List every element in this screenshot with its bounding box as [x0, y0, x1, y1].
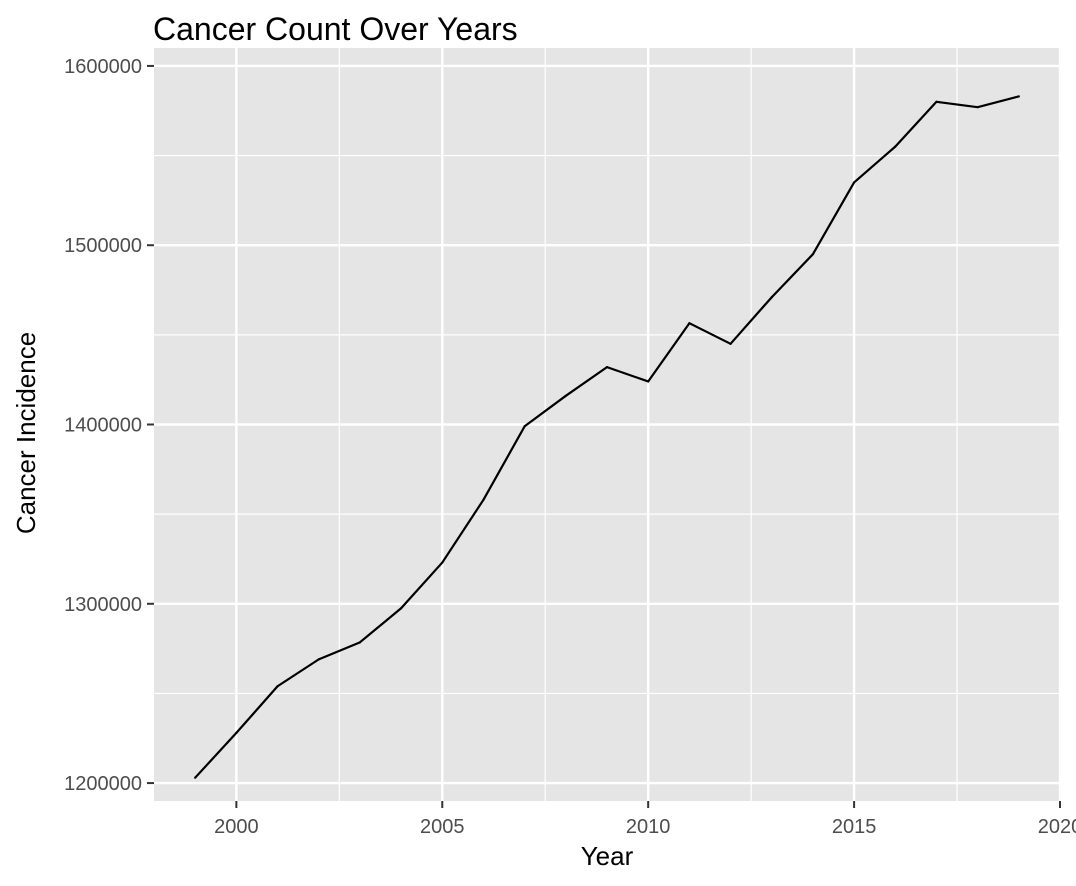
- x-tick-label: 2000: [214, 816, 259, 838]
- data-point: [276, 685, 279, 688]
- data-point: [605, 366, 609, 369]
- data-point: [523, 425, 526, 428]
- data-point: [770, 296, 773, 299]
- y-tick-label: 1200000: [64, 773, 142, 795]
- data-point: [852, 181, 856, 184]
- x-axis: 2000 2005 2010 2015 2020: [214, 801, 1076, 838]
- major-grid-y: [154, 64, 1060, 785]
- y-tick-label: 1400000: [64, 415, 142, 437]
- chart-title: Cancer Count Over Years: [153, 11, 518, 47]
- data-point: [688, 322, 691, 325]
- data-point: [894, 145, 897, 148]
- data-point: [317, 658, 320, 661]
- y-axis-title: Cancer Incidence: [11, 332, 41, 534]
- x-tick-label: 2015: [832, 816, 877, 838]
- y-tick-label: 1600000: [64, 56, 142, 78]
- data-point: [935, 100, 938, 103]
- data-point: [811, 253, 815, 256]
- data-point: [976, 106, 979, 109]
- data-point: [1017, 95, 1020, 98]
- data-points: [194, 95, 1020, 779]
- data-point: [647, 380, 650, 383]
- y-axis: 1200000 1300000 1400000 1500000 1600000: [64, 56, 154, 795]
- minor-grid-y: [154, 154, 1060, 695]
- data-point: [482, 498, 485, 501]
- x-axis-title: Year: [581, 841, 634, 871]
- x-tick-label: 2005: [420, 816, 465, 838]
- plot-panel: [154, 48, 1062, 801]
- data-point: [564, 394, 567, 397]
- data-point: [729, 342, 732, 345]
- data-point: [235, 731, 238, 734]
- y-tick-label: 1300000: [64, 594, 142, 616]
- data-point: [194, 776, 197, 779]
- data-point: [358, 641, 362, 644]
- x-tick-label: 2020: [1038, 816, 1076, 838]
- data-point: [399, 607, 403, 610]
- y-tick-label: 1500000: [64, 235, 142, 257]
- x-tick-label: 2010: [626, 816, 671, 838]
- data-point: [441, 561, 444, 564]
